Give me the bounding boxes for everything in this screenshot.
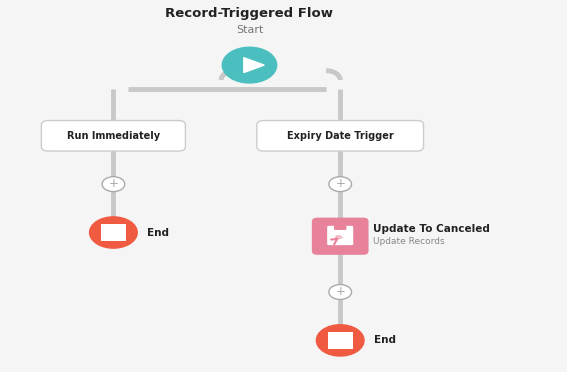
Circle shape: [329, 285, 352, 299]
FancyBboxPatch shape: [312, 218, 369, 255]
Text: Expiry Date Trigger: Expiry Date Trigger: [287, 131, 393, 141]
Circle shape: [316, 325, 364, 356]
Text: Update To Canceled: Update To Canceled: [373, 224, 490, 234]
Text: +: +: [335, 177, 345, 190]
Text: +: +: [335, 285, 345, 298]
FancyBboxPatch shape: [101, 224, 126, 241]
Circle shape: [102, 177, 125, 192]
Circle shape: [329, 177, 352, 192]
Text: Record-Triggered Flow: Record-Triggered Flow: [166, 7, 333, 19]
FancyBboxPatch shape: [41, 121, 185, 151]
Text: ✏: ✏: [335, 233, 343, 243]
FancyBboxPatch shape: [327, 226, 353, 245]
Text: +: +: [108, 177, 119, 190]
Text: Start: Start: [236, 25, 263, 35]
FancyBboxPatch shape: [257, 121, 424, 151]
FancyBboxPatch shape: [328, 332, 353, 349]
Circle shape: [222, 47, 277, 83]
FancyBboxPatch shape: [334, 223, 346, 230]
Polygon shape: [244, 58, 264, 73]
Circle shape: [90, 217, 137, 248]
Text: Update Records: Update Records: [373, 237, 445, 246]
Text: End: End: [374, 336, 396, 345]
Text: Run Immediately: Run Immediately: [67, 131, 160, 141]
Text: End: End: [147, 228, 170, 237]
